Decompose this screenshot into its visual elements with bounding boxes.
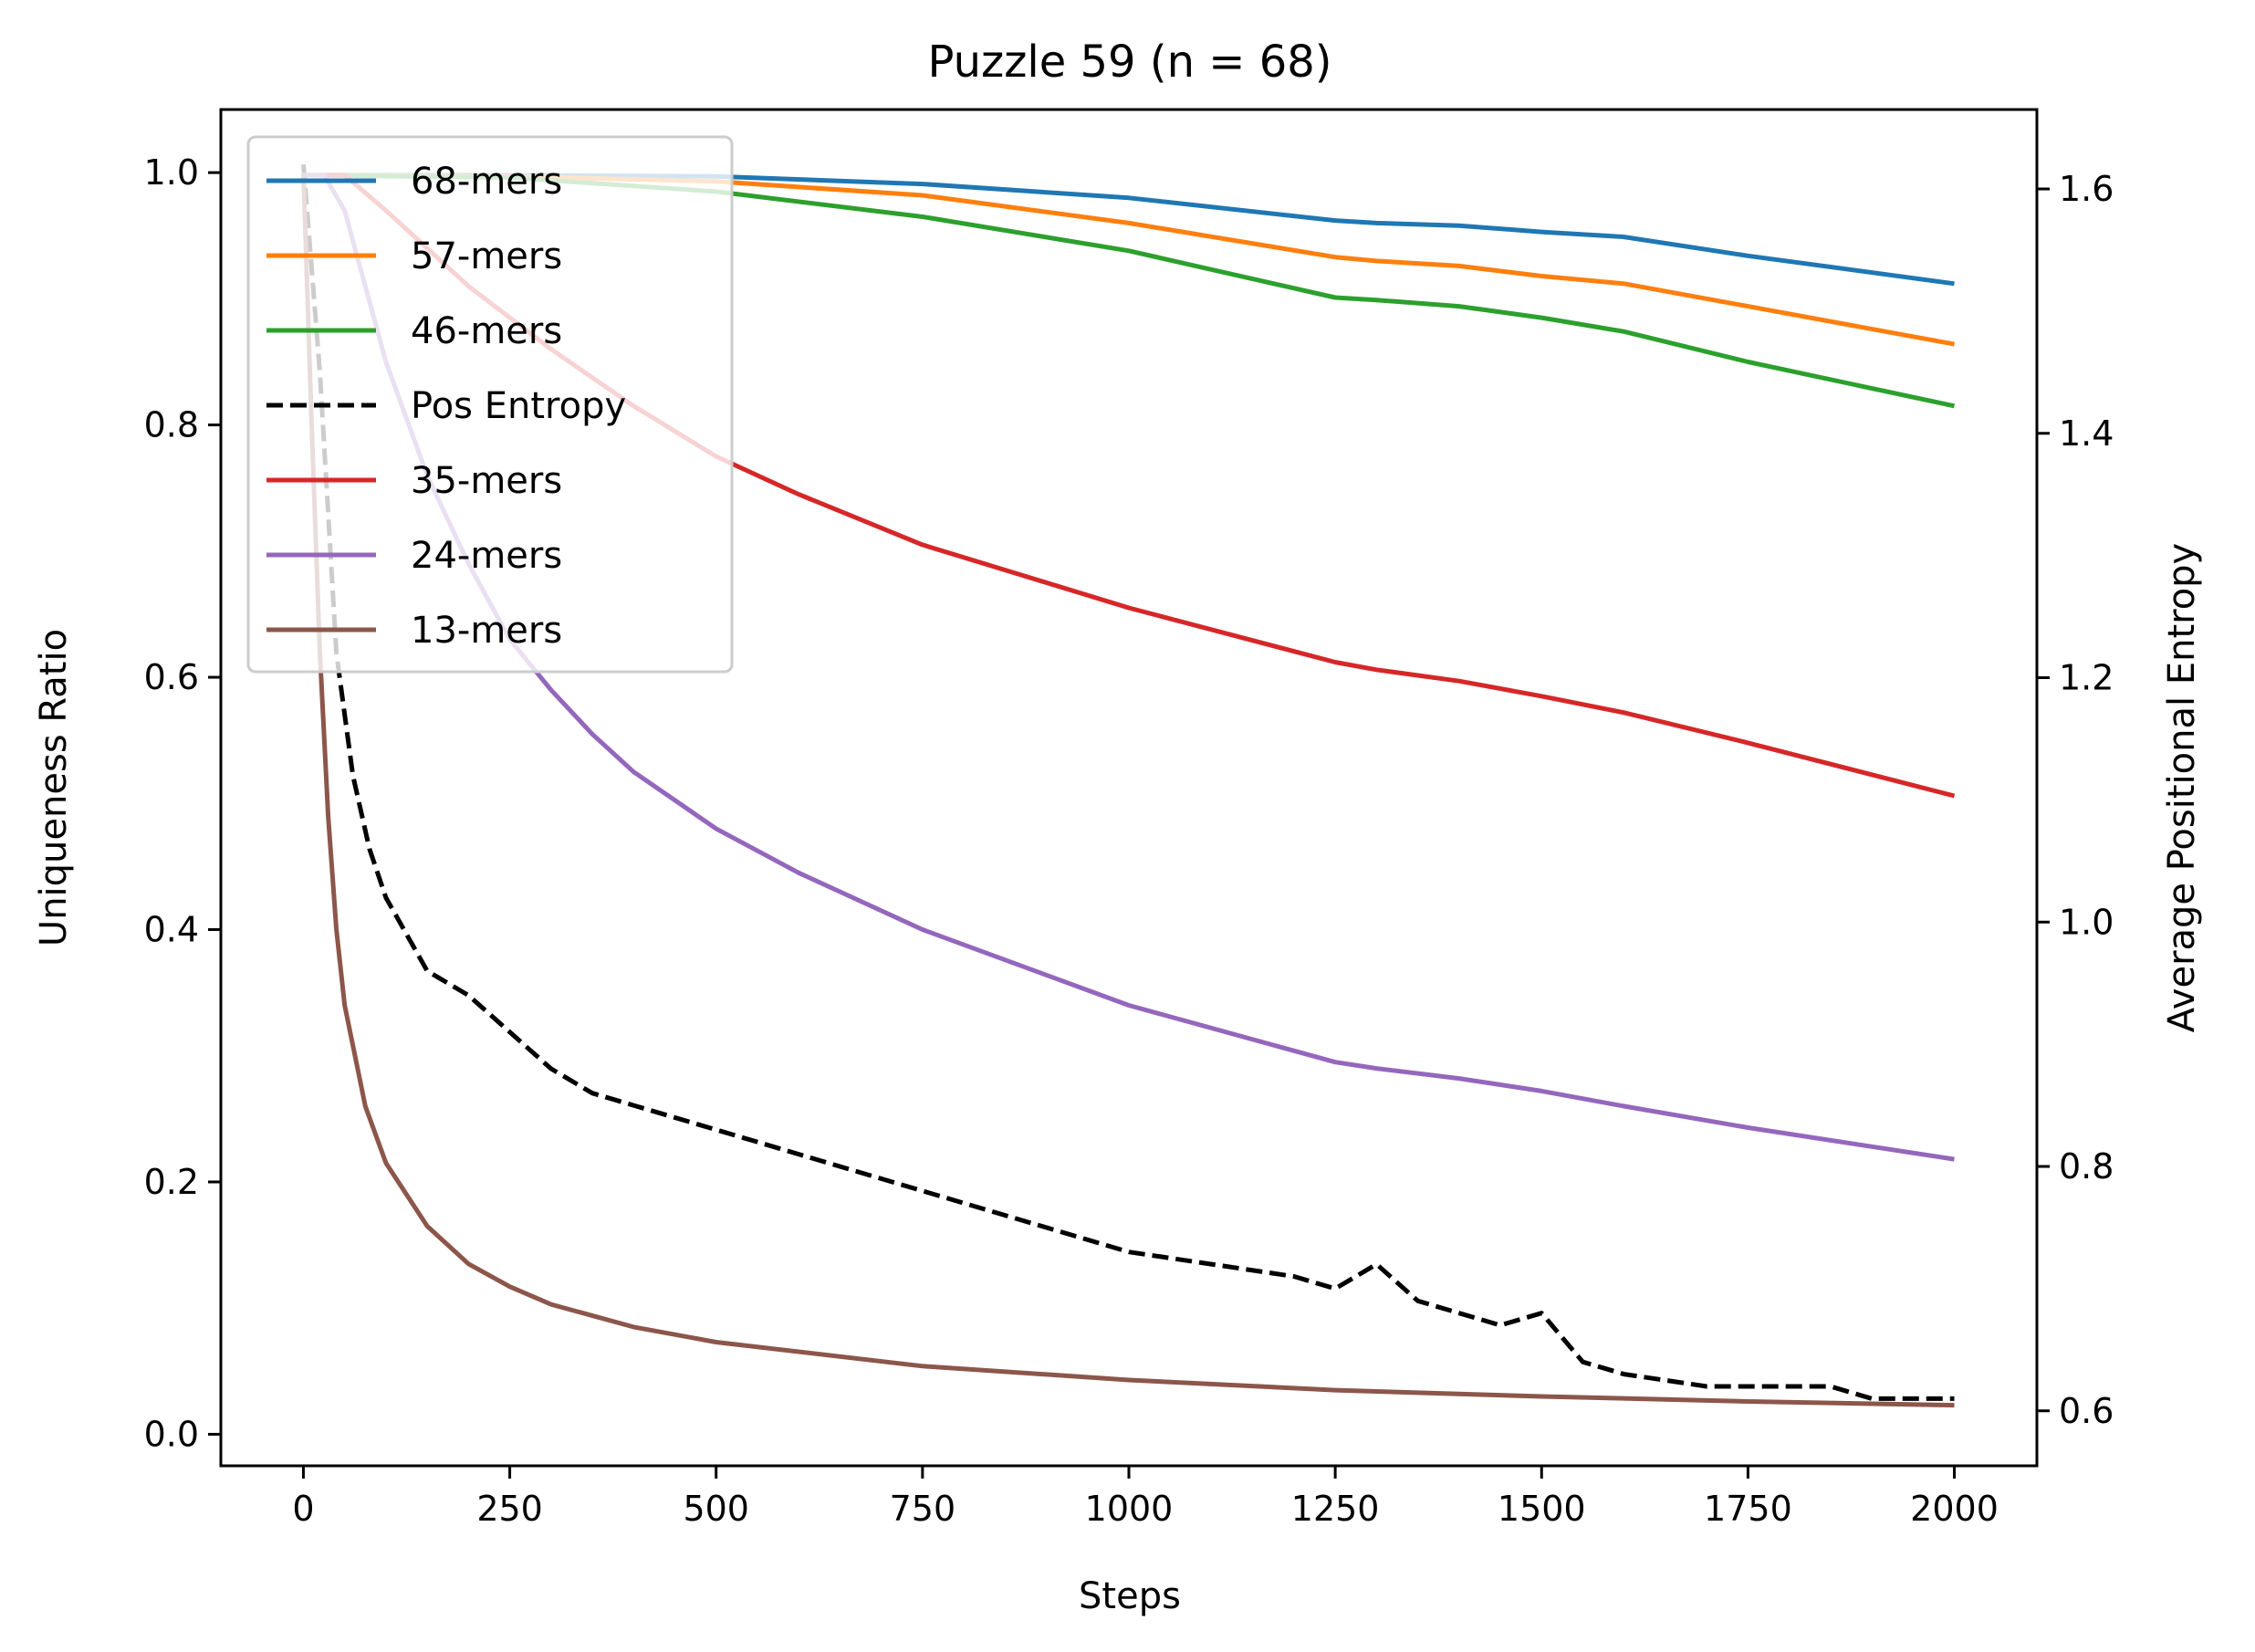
legend-label-13-mers: 13-mers bbox=[411, 610, 562, 652]
x-tick-label: 750 bbox=[890, 1489, 956, 1529]
y2-tick-label: 0.8 bbox=[2059, 1146, 2114, 1187]
legend-label-24-mers: 24-mers bbox=[411, 535, 562, 577]
y2-tick-label: 1.2 bbox=[2059, 658, 2114, 698]
x-axis-label: Steps bbox=[1079, 1575, 1181, 1617]
series-line-13-mers bbox=[301, 173, 1955, 1408]
y2-tick-label: 0.6 bbox=[2059, 1391, 2114, 1431]
y2-axis-label: Average Positional Entropy bbox=[2161, 543, 2203, 1032]
y-axis-label: Uniqueness Ratio bbox=[33, 629, 75, 946]
y2-tick-label: 1.0 bbox=[2059, 902, 2114, 942]
y-tick-label: 0.6 bbox=[144, 657, 199, 697]
y2-tick-label: 1.6 bbox=[2059, 169, 2114, 209]
x-tick-label: 250 bbox=[476, 1489, 543, 1529]
x-tick-label: 1750 bbox=[1704, 1489, 1792, 1529]
legend: 68-mers 57-mers 46-mers Pos Entropy 35-mers 2… bbox=[246, 135, 734, 674]
y-tick-label: 0.8 bbox=[144, 405, 199, 445]
legend-label-68-mers: 68-mers bbox=[411, 161, 562, 203]
x-tick-label: 2000 bbox=[1910, 1489, 1999, 1529]
legend-label-35-mers: 35-mers bbox=[411, 460, 562, 502]
legend-box bbox=[246, 135, 734, 674]
series-line-pos-entropy bbox=[301, 164, 1955, 1401]
y-tick-label: 0.4 bbox=[144, 910, 199, 950]
y-tick-label: 0.2 bbox=[144, 1162, 199, 1202]
x-axis: 0 250 500 750 1000 1250 1500 1750 2000 bbox=[292, 1466, 1999, 1529]
y-tick-label: 0.0 bbox=[144, 1414, 199, 1454]
legend-label-pos-entropy: Pos Entropy bbox=[411, 385, 626, 427]
y-tick-label: 1.0 bbox=[144, 152, 199, 193]
legend-label-46-mers: 46-mers bbox=[411, 310, 562, 352]
x-tick-label: 1250 bbox=[1291, 1489, 1380, 1529]
y-axis-right: 0.6 0.8 1.0 1.2 1.4 1.6 bbox=[2037, 169, 2114, 1431]
x-tick-label: 1000 bbox=[1085, 1489, 1174, 1529]
x-tick-label: 500 bbox=[683, 1489, 749, 1529]
x-tick-label: 1500 bbox=[1498, 1489, 1586, 1529]
legend-label-57-mers: 57-mers bbox=[411, 235, 562, 277]
y-axis-left: 0.0 0.2 0.4 0.6 0.8 1.0 bbox=[144, 152, 221, 1454]
chart-title: Puzzle 59 (n = 68) bbox=[927, 37, 1331, 88]
y2-tick-label: 1.4 bbox=[2059, 413, 2114, 454]
x-tick-label: 0 bbox=[292, 1489, 314, 1529]
